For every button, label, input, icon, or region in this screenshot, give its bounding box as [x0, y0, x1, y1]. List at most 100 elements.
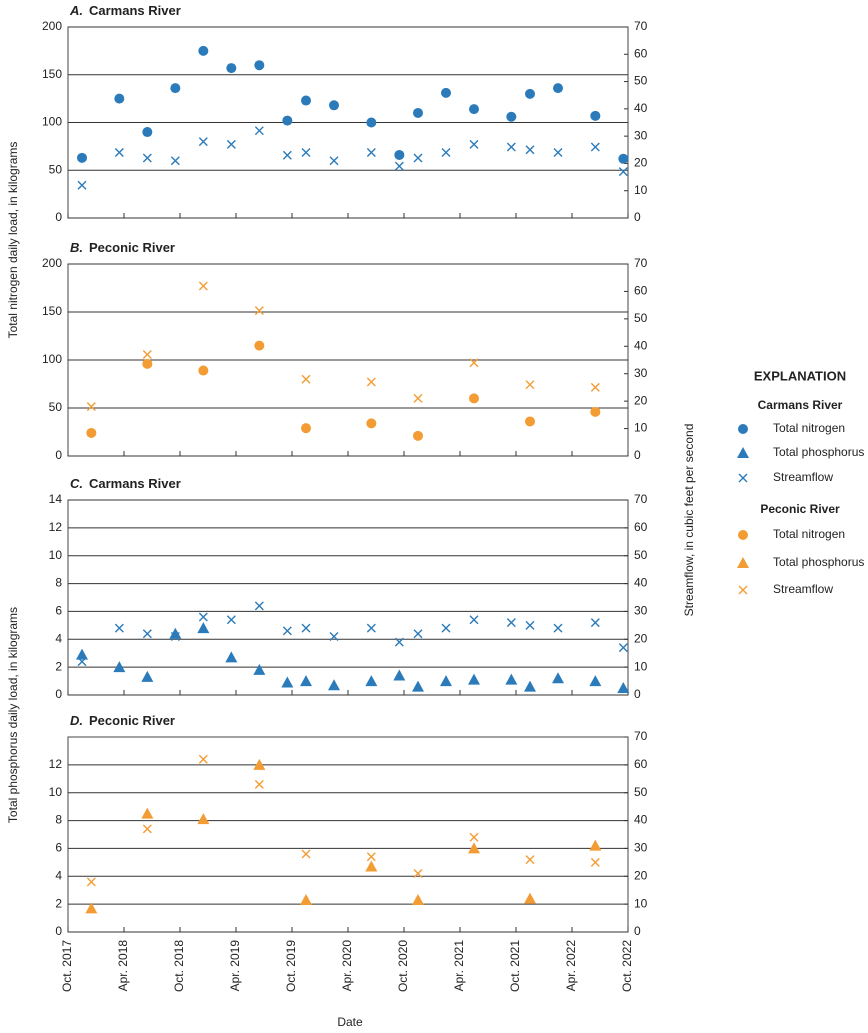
- point: [76, 648, 88, 660]
- y-tick-label: 150: [42, 304, 62, 318]
- point: [329, 632, 339, 641]
- y-tick-label: 200: [42, 19, 62, 33]
- y2-tick-label: 50: [634, 785, 648, 799]
- y2-tick-label: 60: [634, 520, 648, 534]
- point: [525, 416, 535, 427]
- y-tick-label: 8: [55, 813, 62, 827]
- x-tick-label: Oct. 2020: [396, 940, 410, 992]
- x-tick-label: Apr. 2019: [228, 940, 242, 992]
- point: [441, 623, 451, 633]
- point: [506, 618, 516, 628]
- point: [413, 430, 423, 441]
- point: [254, 126, 264, 136]
- y-tick-label: 150: [42, 67, 62, 81]
- point: [468, 842, 480, 854]
- point: [617, 682, 630, 694]
- point: [524, 680, 536, 692]
- legend-marker: [737, 447, 749, 458]
- x-tick-label: Apr. 2021: [452, 940, 466, 992]
- point: [142, 350, 152, 360]
- point: [441, 87, 451, 98]
- y2-tick-label: 30: [634, 841, 648, 855]
- y-tick-label: 6: [55, 841, 62, 855]
- point: [198, 137, 208, 147]
- panel-letter: D.: [70, 713, 83, 728]
- point: [468, 673, 480, 685]
- legend-title: EXPLANATION: [754, 368, 846, 383]
- point: [142, 629, 152, 639]
- y2-tick-label: 20: [634, 156, 648, 170]
- panel-title: A. Carmans River: [69, 3, 181, 18]
- point: [254, 306, 264, 316]
- point: [590, 618, 600, 628]
- y-tick-label: 0: [55, 210, 62, 224]
- point: [328, 679, 340, 691]
- point: [226, 63, 237, 74]
- y2-tick-label: 0: [634, 210, 641, 224]
- point: [365, 675, 378, 687]
- point: [282, 150, 292, 160]
- legend-marker: [738, 424, 748, 434]
- point: [394, 161, 404, 171]
- legend-marker: [738, 473, 748, 483]
- y-tick-label: 100: [42, 352, 62, 366]
- y2-tick-label: 10: [634, 421, 648, 435]
- point: [170, 83, 181, 94]
- point: [142, 824, 152, 834]
- point: [77, 180, 87, 190]
- x-axis-label: Date: [337, 1015, 363, 1029]
- point: [618, 153, 629, 164]
- panel-letter: B.: [70, 240, 83, 255]
- point: [254, 779, 264, 789]
- y2-tick-label: 10: [634, 183, 648, 197]
- point: [301, 148, 311, 158]
- point: [301, 849, 311, 859]
- point: [525, 855, 535, 865]
- y-tick-label: 6: [55, 604, 62, 618]
- panel-letter: C.: [70, 476, 83, 491]
- y2-tick-label: 0: [634, 687, 641, 701]
- point: [282, 626, 292, 636]
- y2-tick-label: 20: [634, 631, 648, 645]
- point: [394, 149, 405, 160]
- x-tick-label: Apr. 2022: [564, 940, 578, 992]
- point: [440, 675, 452, 687]
- y2-tick-label: 40: [634, 813, 648, 827]
- point: [505, 673, 518, 685]
- point: [301, 623, 311, 633]
- y-tick-label: 4: [55, 631, 62, 645]
- point: [552, 672, 564, 684]
- point: [394, 637, 404, 647]
- y-tick-label: 50: [49, 400, 63, 414]
- point: [142, 153, 152, 163]
- point: [142, 127, 153, 138]
- point: [77, 152, 87, 163]
- point: [197, 622, 210, 634]
- y-tick-label: 200: [42, 256, 62, 270]
- y2-tick-label: 70: [634, 492, 648, 506]
- point: [198, 281, 208, 291]
- y2-tick-label: 0: [634, 448, 641, 462]
- point: [590, 406, 601, 417]
- y-tick-label: 0: [55, 687, 62, 701]
- panel-title: D. Peconic River: [70, 713, 175, 728]
- y2-tick-label: 60: [634, 284, 648, 298]
- x-tick-label: Oct. 2019: [284, 940, 298, 992]
- point: [590, 857, 600, 867]
- y2-tick-label: 30: [634, 604, 648, 618]
- y-tick-label: 0: [55, 924, 62, 938]
- point: [441, 148, 451, 158]
- y-tick-label: 10: [49, 548, 63, 562]
- point: [86, 402, 96, 412]
- point: [366, 148, 376, 158]
- y-tick-label: 8: [55, 576, 62, 590]
- point: [170, 156, 180, 166]
- y-axis-label: Total nitrogen daily load, in kilograms: [6, 142, 20, 339]
- y2-tick-label: 20: [634, 868, 648, 882]
- point: [77, 657, 87, 667]
- y2-tick-label: 50: [634, 548, 648, 562]
- y2-tick-label: 50: [634, 311, 648, 325]
- point: [506, 142, 516, 152]
- point: [114, 148, 124, 158]
